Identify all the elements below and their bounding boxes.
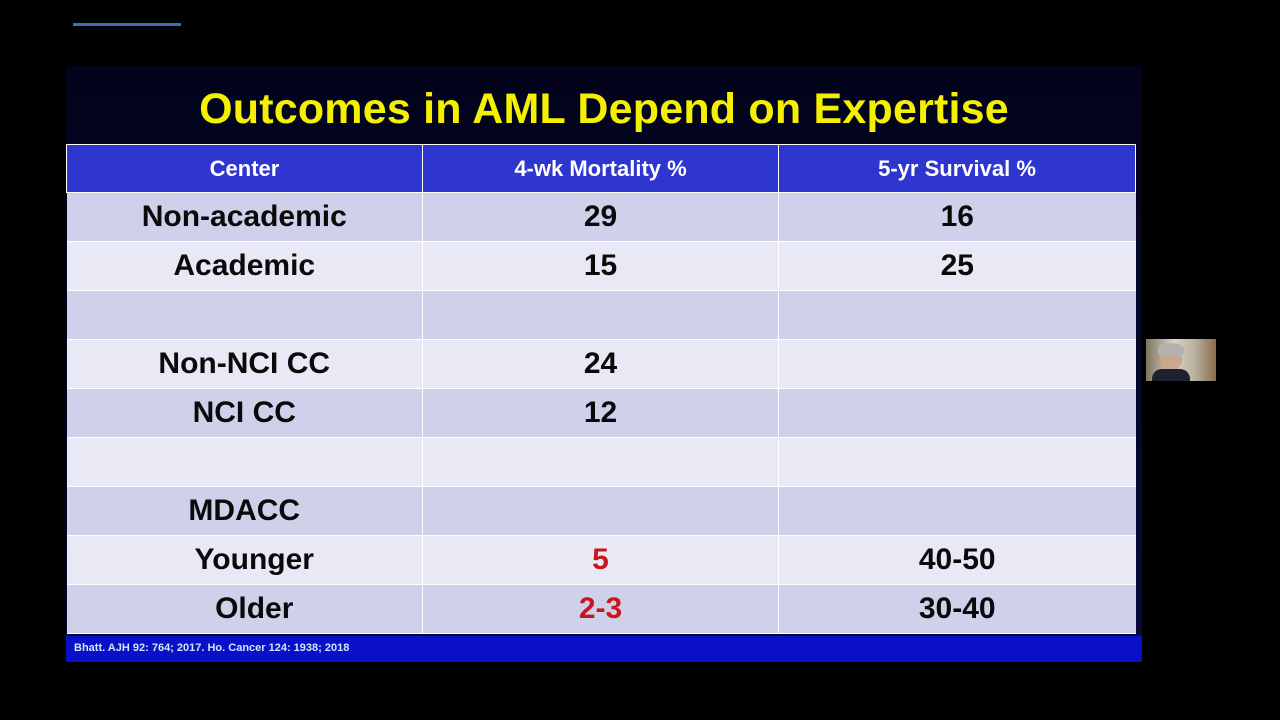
table-row: Academic 15 25	[66, 241, 1136, 291]
cell-center: MDACC	[66, 486, 423, 536]
citation: Bhatt. AJH 92: 764; 2017. Ho. Cancer 124…	[74, 642, 350, 654]
slide: Outcomes in AML Depend on Expertise Cent…	[66, 66, 1142, 662]
presenter-hair	[1158, 343, 1184, 355]
table-row: NCI CC 12	[66, 388, 1136, 438]
cell-mortality: 2-3	[422, 584, 779, 634]
header-mortality: 4-wk Mortality %	[422, 144, 779, 193]
cell-survival: 30-40	[778, 584, 1136, 634]
cell-mortality: 29	[422, 192, 779, 242]
cell-survival	[778, 290, 1136, 340]
cell-mortality: 12	[422, 388, 779, 438]
table-row	[66, 437, 1136, 487]
outcomes-table: Center 4-wk Mortality % 5-yr Survival % …	[66, 144, 1136, 634]
cell-center	[66, 290, 423, 340]
table-row: Non-academic 29 16	[66, 192, 1136, 242]
presenter-video-thumbnail[interactable]	[1146, 339, 1216, 381]
table-row	[66, 290, 1136, 340]
cell-center: NCI CC	[66, 388, 423, 438]
cell-mortality: 5	[422, 535, 779, 585]
cell-survival: 40-50	[778, 535, 1136, 585]
cell-survival	[778, 339, 1136, 389]
cell-center: Academic	[66, 241, 423, 291]
cell-mortality	[422, 486, 779, 536]
cell-survival	[778, 388, 1136, 438]
cell-mortality: 24	[422, 339, 779, 389]
cell-center: Non-academic	[66, 192, 423, 242]
cell-survival	[778, 486, 1136, 536]
header-center: Center	[66, 144, 423, 193]
cell-center: Younger	[66, 535, 423, 585]
table-header-row: Center 4-wk Mortality % 5-yr Survival %	[66, 144, 1136, 193]
cell-center	[66, 437, 423, 487]
table-row: Younger 5 40-50	[66, 535, 1136, 585]
cell-survival	[778, 437, 1136, 487]
cell-survival: 25	[778, 241, 1136, 291]
presenter-shirt	[1152, 369, 1190, 381]
slide-title: Outcomes in AML Depend on Expertise	[199, 85, 1009, 133]
cell-mortality: 15	[422, 241, 779, 291]
cell-survival: 16	[778, 192, 1136, 242]
cell-center: Non-NCI CC	[66, 339, 423, 389]
table-row: MDACC	[66, 486, 1136, 536]
table-row: Non-NCI CC 24	[66, 339, 1136, 389]
cell-mortality	[422, 437, 779, 487]
progress-indicator	[73, 23, 181, 26]
cell-center: Older	[66, 584, 423, 634]
header-survival: 5-yr Survival %	[778, 144, 1136, 193]
table-row: Older 2-3 30-40	[66, 584, 1136, 634]
citation-bar: Bhatt. AJH 92: 764; 2017. Ho. Cancer 124…	[66, 636, 1142, 662]
cell-mortality	[422, 290, 779, 340]
